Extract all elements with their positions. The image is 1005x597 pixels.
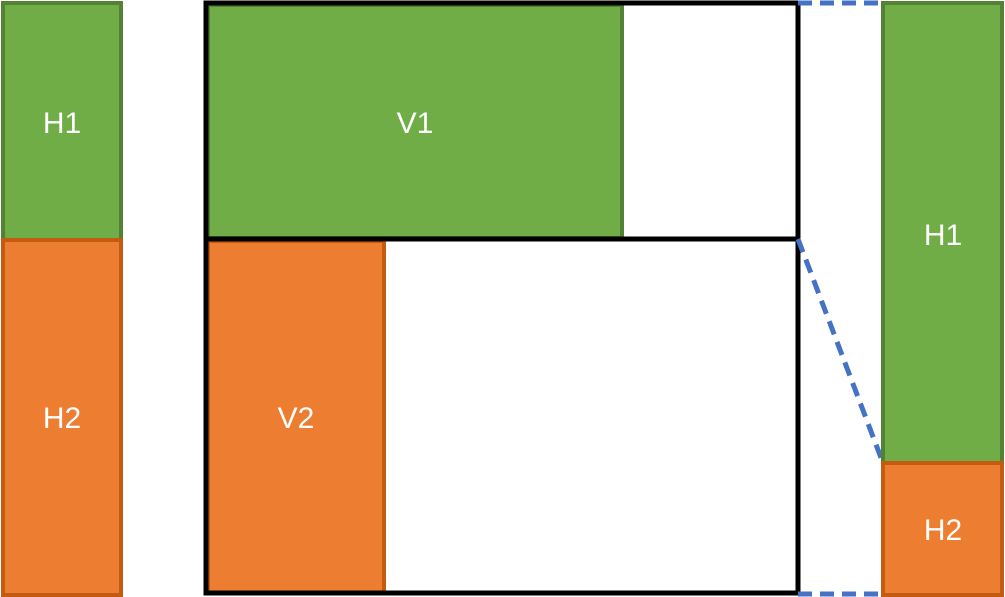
right-stacked-bar: H1 H2 bbox=[881, 1, 1004, 597]
matrix-frame bbox=[203, 0, 801, 596]
connector-diagonal bbox=[795, 238, 886, 464]
center-matrix: V1 V2 bbox=[203, 0, 801, 596]
dashed-connectors bbox=[795, 0, 886, 597]
right-h1-label: H1 bbox=[924, 219, 962, 252]
v1-label: V1 bbox=[397, 107, 434, 140]
left-h1-block bbox=[1, 1, 123, 242]
right-h2-block bbox=[881, 461, 1004, 597]
left-h2-block bbox=[1, 238, 123, 597]
v2-label: V2 bbox=[278, 402, 315, 435]
left-h2-label: H2 bbox=[43, 402, 81, 435]
v2-block bbox=[206, 239, 386, 595]
left-stacked-bar: H1 H2 bbox=[1, 1, 123, 597]
right-h2-label: H2 bbox=[924, 514, 962, 547]
left-h1-label: H1 bbox=[43, 107, 81, 140]
